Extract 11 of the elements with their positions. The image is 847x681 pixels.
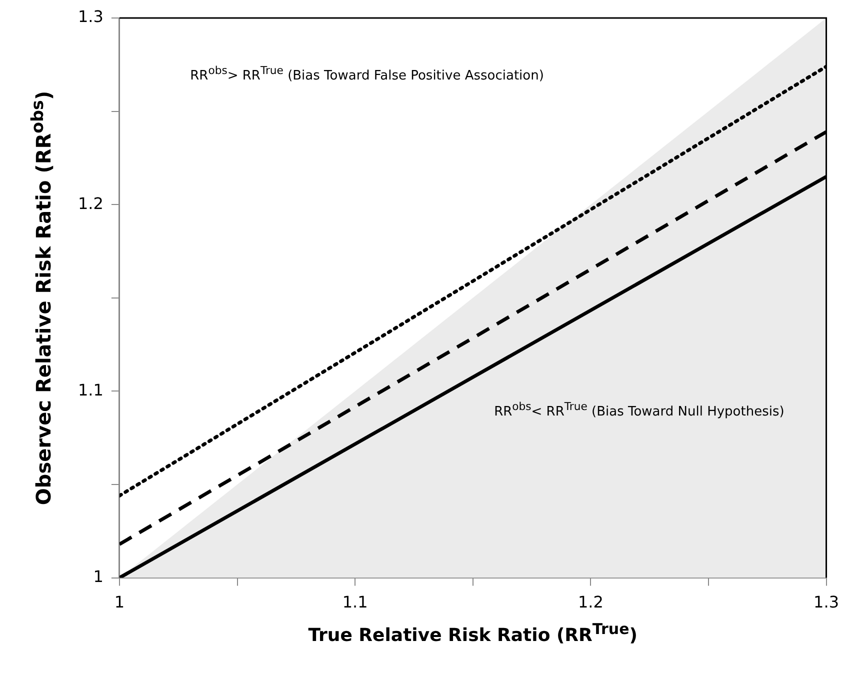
y-tick-label: 1.3 xyxy=(78,7,104,26)
y-tick-label: 1.1 xyxy=(78,380,104,400)
annotation: RR$^{obs}$< RR$^{True}$ (Bias Toward Null Hypothesis) xyxy=(494,400,784,420)
x-tick-label: 1 xyxy=(114,592,125,612)
y-tick-label: 1 xyxy=(93,566,104,586)
x-tick-label: 1.1 xyxy=(342,592,368,612)
annotation: RR$^{obs}$> RR$^{True}$ (Bias Toward False Positive Association) xyxy=(190,64,544,84)
y-tick-label: 1.2 xyxy=(78,194,104,213)
x-tick-label: 1.2 xyxy=(578,592,604,612)
x-tick-label: 1.3 xyxy=(814,592,840,612)
x-axis-title: True Relative Risk Ratio (RR$^{True}$) xyxy=(307,620,638,646)
